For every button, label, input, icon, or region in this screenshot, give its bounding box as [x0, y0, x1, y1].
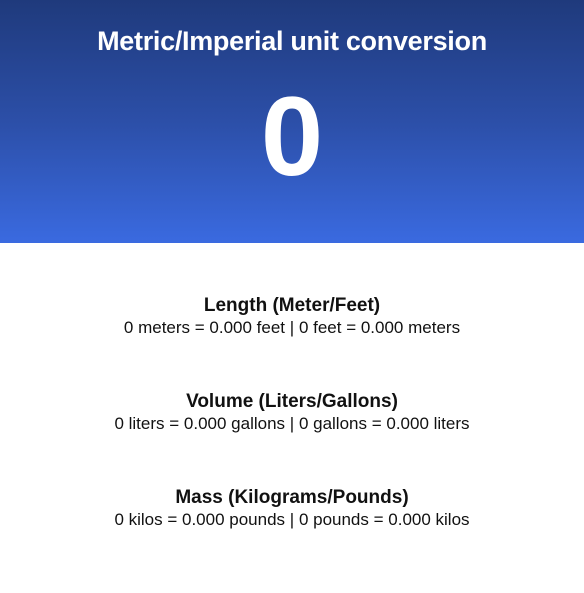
length-result: 0 meters = 0.000 feet | 0 feet = 0.000 m… — [0, 317, 584, 339]
volume-result: 0 liters = 0.000 gallons | 0 gallons = 0… — [0, 413, 584, 435]
mass-kilos-to-pounds: 0 kilos = 0.000 pounds — [114, 510, 286, 529]
length-feet-to-meters: 0 feet = 0.000 meters — [298, 318, 461, 337]
page-title: Metric/Imperial unit conversion — [97, 26, 487, 56]
volume-section: Volume (Liters/Gallons) 0 liters = 0.000… — [0, 391, 584, 435]
mass-result: 0 kilos = 0.000 pounds | 0 pounds = 0.00… — [0, 509, 584, 531]
mass-heading: Mass (Kilograms/Pounds) — [175, 487, 409, 508]
length-heading: Length (Meter/Feet) — [203, 295, 381, 316]
mass-pounds-to-kilos: 0 pounds = 0.000 kilos — [298, 510, 470, 529]
volume-liters-to-gallons: 0 liters = 0.000 gallons — [114, 414, 286, 433]
volume-separator: | — [289, 414, 295, 433]
hero-header: Metric/Imperial unit conversion — [0, 0, 584, 243]
volume-gallons-to-liters: 0 gallons = 0.000 liters — [298, 414, 470, 433]
length-section: Length (Meter/Feet) 0 meters = 0.000 fee… — [0, 295, 584, 339]
mass-separator: | — [289, 510, 295, 529]
length-meters-to-feet: 0 meters = 0.000 feet — [123, 318, 286, 337]
value-input[interactable] — [142, 72, 442, 202]
mass-section: Mass (Kilograms/Pounds) 0 kilos = 0.000 … — [0, 487, 584, 531]
length-separator: | — [289, 318, 295, 337]
volume-heading: Volume (Liters/Gallons) — [186, 391, 398, 412]
